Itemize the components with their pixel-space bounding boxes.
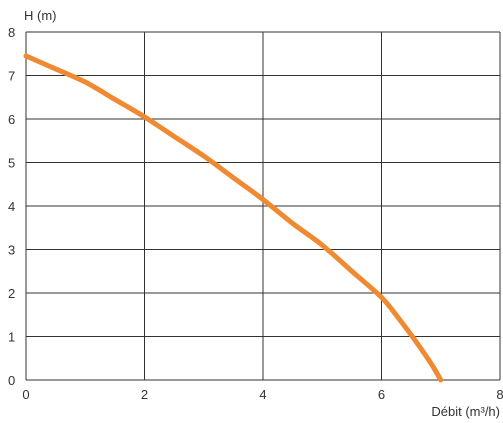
grid <box>25 31 501 381</box>
y-tick-label: 5 <box>8 156 15 171</box>
pump-curve-line <box>23 53 444 383</box>
x-tick-label: 6 <box>378 387 385 402</box>
x-tick-label: 2 <box>141 387 148 402</box>
x-axis-label: Débit (m³/h) <box>431 404 500 419</box>
x-tick-label: 4 <box>259 387 266 402</box>
tick-labels: 0 2 4 6 8 0 1 2 3 4 5 6 7 8 <box>8 25 503 402</box>
y-tick-label: 7 <box>8 69 15 84</box>
y-tick-label: 0 <box>8 373 15 388</box>
y-tick-label: 6 <box>8 112 15 127</box>
y-tick-label: 8 <box>8 25 15 40</box>
x-tick-label: 8 <box>496 387 503 402</box>
y-tick-label: 3 <box>8 243 15 258</box>
y-tick-label: 4 <box>8 199 15 214</box>
y-tick-label: 2 <box>8 286 15 301</box>
x-tick-label: 0 <box>22 387 29 402</box>
series-group <box>23 53 444 383</box>
y-tick-label: 1 <box>8 330 15 345</box>
y-axis-label: H (m) <box>24 8 57 23</box>
